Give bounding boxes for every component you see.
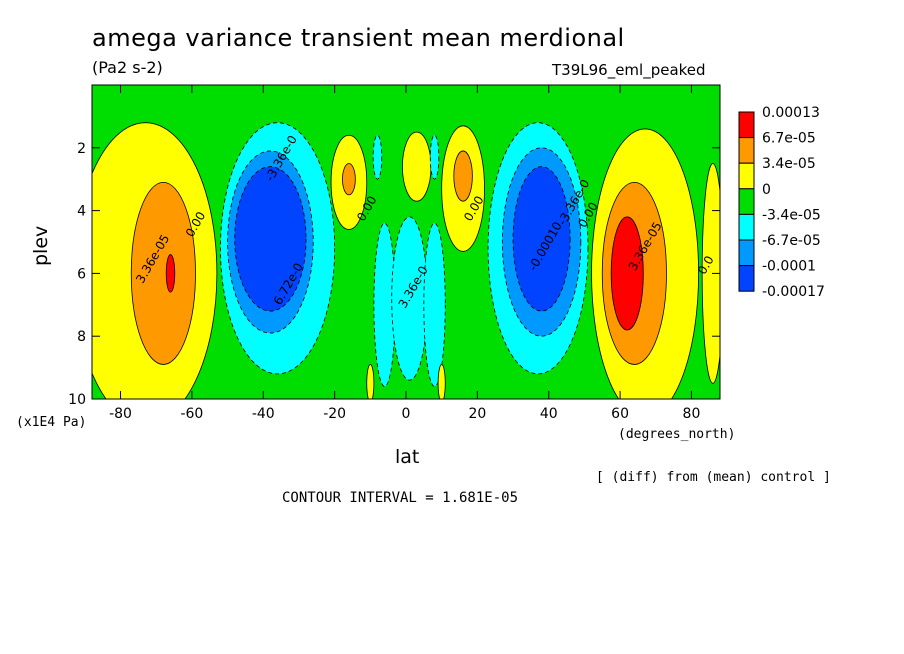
x-tick-label: 80: [683, 406, 701, 422]
colorbar-label: -0.00017: [762, 284, 825, 300]
positive-core-minus16: [342, 163, 356, 196]
colorbar-swatch: [738, 213, 755, 241]
colorbar-label: -0.0001: [762, 259, 816, 275]
contour-fill-layer: -3.36e-00.003.36e-05 6.72e-00.003.36e-00.…: [92, 85, 720, 399]
x-axis-label: lat: [395, 446, 420, 468]
positive-core-16: [453, 150, 473, 202]
positive-peak-north: [610, 216, 644, 331]
colorbar-swatch: [738, 239, 755, 267]
colorbar-label: 0: [762, 182, 771, 198]
x-tick-label: 20: [468, 406, 486, 422]
positive-peak-south: [165, 254, 176, 293]
y-tick-label: 6: [77, 266, 86, 282]
negative-spike-8: [423, 222, 446, 387]
chart-units: (Pa2 s-2): [92, 58, 163, 77]
x-tick-label: -80: [109, 406, 132, 422]
negative-spike-top-minus8: [372, 134, 383, 180]
x-tick-label: 0: [402, 406, 411, 422]
y-axis-units: (x1E4 Pa): [16, 415, 87, 430]
positive-edge-north: [701, 163, 720, 384]
chart-title: amega variance transient mean merdional: [92, 24, 625, 52]
colorbar-label: -3.4e-05: [762, 207, 821, 223]
x-tick-label: 60: [611, 406, 629, 422]
colorbar-label: 0.00013: [762, 105, 820, 121]
positive-cell-3: [402, 131, 432, 202]
y-tick-label: 10: [68, 392, 86, 408]
positive-spike-bottom-10: [437, 364, 446, 399]
colorbar-swatch: [738, 111, 755, 139]
colorbar-swatch: [738, 162, 755, 190]
colorbar-swatch: [738, 188, 755, 215]
x-tick-label: 40: [540, 406, 558, 422]
colorbar-swatch: [738, 137, 755, 164]
x-tick-label: -40: [252, 406, 275, 422]
x-axis-units: (degrees_north): [618, 427, 736, 442]
y-axis-label: plev: [30, 225, 52, 266]
y-tick-label: 2: [77, 141, 86, 157]
difference-note: [ (diff) from (mean) control ]: [596, 470, 831, 485]
x-tick-label: -20: [323, 406, 346, 422]
y-tick-label: 8: [77, 329, 86, 345]
colorbar-label: 3.4e-05: [762, 156, 816, 172]
colorbar-swatch: [738, 265, 755, 292]
colorbar-label: 6.7e-05: [762, 131, 816, 147]
contour-interval: CONTOUR INTERVAL = 1.681E-05: [282, 490, 519, 506]
y-tick-label: 4: [77, 204, 86, 220]
positive-spike-bottom-minus10: [366, 364, 375, 399]
negative-core-north: [512, 166, 571, 312]
colorbar-label: -6.7e-05: [762, 233, 821, 249]
x-tick-label: -60: [180, 406, 203, 422]
run-name: T39L96_eml_peaked: [552, 61, 706, 79]
negative-spike-top-8: [429, 134, 440, 180]
negative-core-south: [234, 166, 307, 312]
positive-core-south: [130, 181, 196, 365]
